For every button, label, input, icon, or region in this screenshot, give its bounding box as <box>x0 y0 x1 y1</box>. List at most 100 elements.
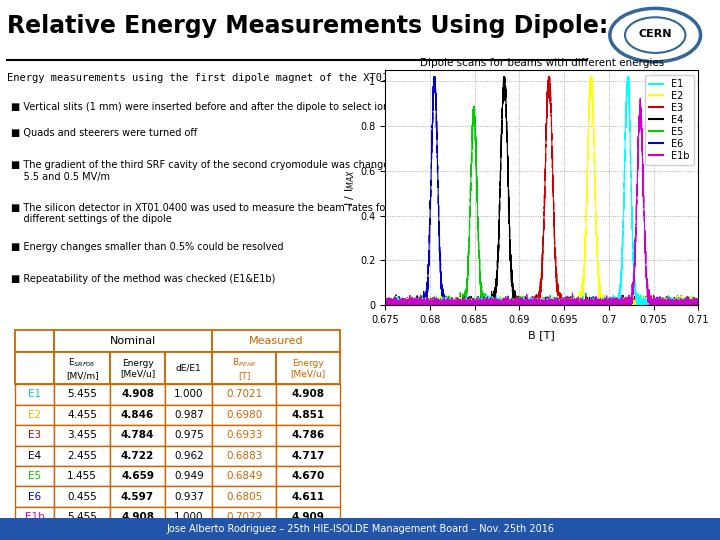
Bar <box>276 507 340 527</box>
Text: 5.455: 5.455 <box>67 389 97 400</box>
Text: 4.722: 4.722 <box>121 451 154 461</box>
Text: 0.6933: 0.6933 <box>226 430 262 440</box>
Text: ■ The silicon detector in XT01.0400 was used to measure the beam rates for
    d: ■ The silicon detector in XT01.0400 was … <box>11 202 389 224</box>
Text: 4.717: 4.717 <box>291 451 325 461</box>
Text: 0.455: 0.455 <box>67 491 97 502</box>
Bar <box>276 384 340 404</box>
Bar <box>109 507 165 527</box>
Text: ■ Quads and steerers were turned off: ■ Quads and steerers were turned off <box>11 129 197 138</box>
Bar <box>276 352 340 384</box>
Text: Relative Energy Measurements Using Dipole:: Relative Energy Measurements Using Dipol… <box>7 14 608 38</box>
Text: 4.846: 4.846 <box>121 410 154 420</box>
Text: Measured: Measured <box>248 336 303 346</box>
Bar <box>109 487 165 507</box>
Bar <box>109 466 165 487</box>
Bar <box>15 466 55 487</box>
Text: E3: E3 <box>28 430 42 440</box>
Text: 0.6883: 0.6883 <box>226 451 262 461</box>
Text: ■ Vertical slits (1 mm) were inserted before and after the dipole to select ions: ■ Vertical slits (1 mm) were inserted be… <box>11 102 480 112</box>
Text: 4.851: 4.851 <box>292 410 325 420</box>
Bar <box>165 404 212 425</box>
Bar <box>55 466 110 487</box>
Bar <box>55 330 212 352</box>
Bar <box>165 384 212 404</box>
Text: 1.455: 1.455 <box>67 471 97 481</box>
Text: 4.455: 4.455 <box>67 410 97 420</box>
Text: 0.6849: 0.6849 <box>226 471 262 481</box>
Text: 4.784: 4.784 <box>121 430 154 440</box>
Bar <box>15 446 55 466</box>
Text: 4.659: 4.659 <box>121 471 154 481</box>
Text: Jose Alberto Rodriguez – 25th HIE-ISOLDE Management Board – Nov. 25th 2016: Jose Alberto Rodriguez – 25th HIE-ISOLDE… <box>166 524 554 534</box>
Text: dE/E1: dE/E1 <box>176 364 202 373</box>
Text: 1.000: 1.000 <box>174 512 204 522</box>
Text: Energy
[MeV/u]: Energy [MeV/u] <box>120 359 155 378</box>
Text: 4.909: 4.909 <box>292 512 324 522</box>
Bar <box>212 446 276 466</box>
Bar <box>165 507 212 527</box>
Text: 4.908: 4.908 <box>121 512 154 522</box>
Bar <box>109 384 165 404</box>
Text: 0.937: 0.937 <box>174 491 204 502</box>
Bar <box>109 446 165 466</box>
Text: Nominal: Nominal <box>110 336 156 346</box>
Text: 4.908: 4.908 <box>121 389 154 400</box>
Bar <box>165 466 212 487</box>
Y-axis label: I / I$_{MAX}$: I / I$_{MAX}$ <box>343 169 357 206</box>
Bar <box>212 330 340 352</box>
Text: ■ Energy changes smaller than 0.5% could be resolved: ■ Energy changes smaller than 0.5% could… <box>11 242 284 252</box>
Text: 4.611: 4.611 <box>292 491 325 502</box>
Text: 0.7022: 0.7022 <box>226 512 262 522</box>
Text: 0.949: 0.949 <box>174 471 204 481</box>
Bar <box>212 352 276 384</box>
Text: 0.6805: 0.6805 <box>226 491 262 502</box>
Bar <box>55 487 110 507</box>
Bar <box>55 384 110 404</box>
Bar <box>15 404 55 425</box>
Bar <box>212 404 276 425</box>
Text: 2.455: 2.455 <box>67 451 97 461</box>
Text: Energy
[MeV/u]: Energy [MeV/u] <box>290 359 325 378</box>
Text: 3.455: 3.455 <box>67 430 97 440</box>
Text: 4.908: 4.908 <box>292 389 324 400</box>
Text: E$_{SRF08}$
[MV/m]: E$_{SRF08}$ [MV/m] <box>66 357 99 380</box>
Bar <box>212 507 276 527</box>
Text: E1b: E1b <box>25 512 45 522</box>
Text: 4.786: 4.786 <box>291 430 325 440</box>
Bar <box>55 507 110 527</box>
Text: 0.975: 0.975 <box>174 430 204 440</box>
Bar <box>55 352 110 384</box>
Bar <box>276 487 340 507</box>
Legend: E1, E2, E3, E4, E5, E6, E1b: E1, E2, E3, E4, E5, E6, E1b <box>645 75 693 165</box>
Bar <box>276 404 340 425</box>
Bar <box>165 352 212 384</box>
Text: ■ Repeatability of the method was checked (E1&E1b): ■ Repeatability of the method was checke… <box>11 274 275 284</box>
Bar <box>15 487 55 507</box>
Text: 5.455: 5.455 <box>67 512 97 522</box>
Text: E1: E1 <box>28 389 42 400</box>
Text: 0.962: 0.962 <box>174 451 204 461</box>
Bar <box>15 425 55 446</box>
Text: E5: E5 <box>28 471 42 481</box>
Bar <box>212 487 276 507</box>
Text: B$_{PEAK}$
[T]: B$_{PEAK}$ [T] <box>232 357 257 380</box>
Bar <box>109 404 165 425</box>
Bar <box>165 425 212 446</box>
Bar <box>109 352 165 384</box>
Bar <box>212 384 276 404</box>
Text: E4: E4 <box>28 451 42 461</box>
Text: Energy measurements using the first dipole magnet of the XT01 line:: Energy measurements using the first dipo… <box>7 73 426 83</box>
Bar <box>15 352 55 384</box>
Text: 4.597: 4.597 <box>121 491 154 502</box>
Text: 1.000: 1.000 <box>174 389 204 400</box>
Bar <box>15 507 55 527</box>
Bar <box>212 425 276 446</box>
Text: 4.670: 4.670 <box>291 471 325 481</box>
Bar <box>55 404 110 425</box>
Bar <box>109 425 165 446</box>
Bar <box>55 446 110 466</box>
Bar <box>276 425 340 446</box>
Bar <box>212 466 276 487</box>
Text: E2: E2 <box>28 410 42 420</box>
Bar <box>276 446 340 466</box>
